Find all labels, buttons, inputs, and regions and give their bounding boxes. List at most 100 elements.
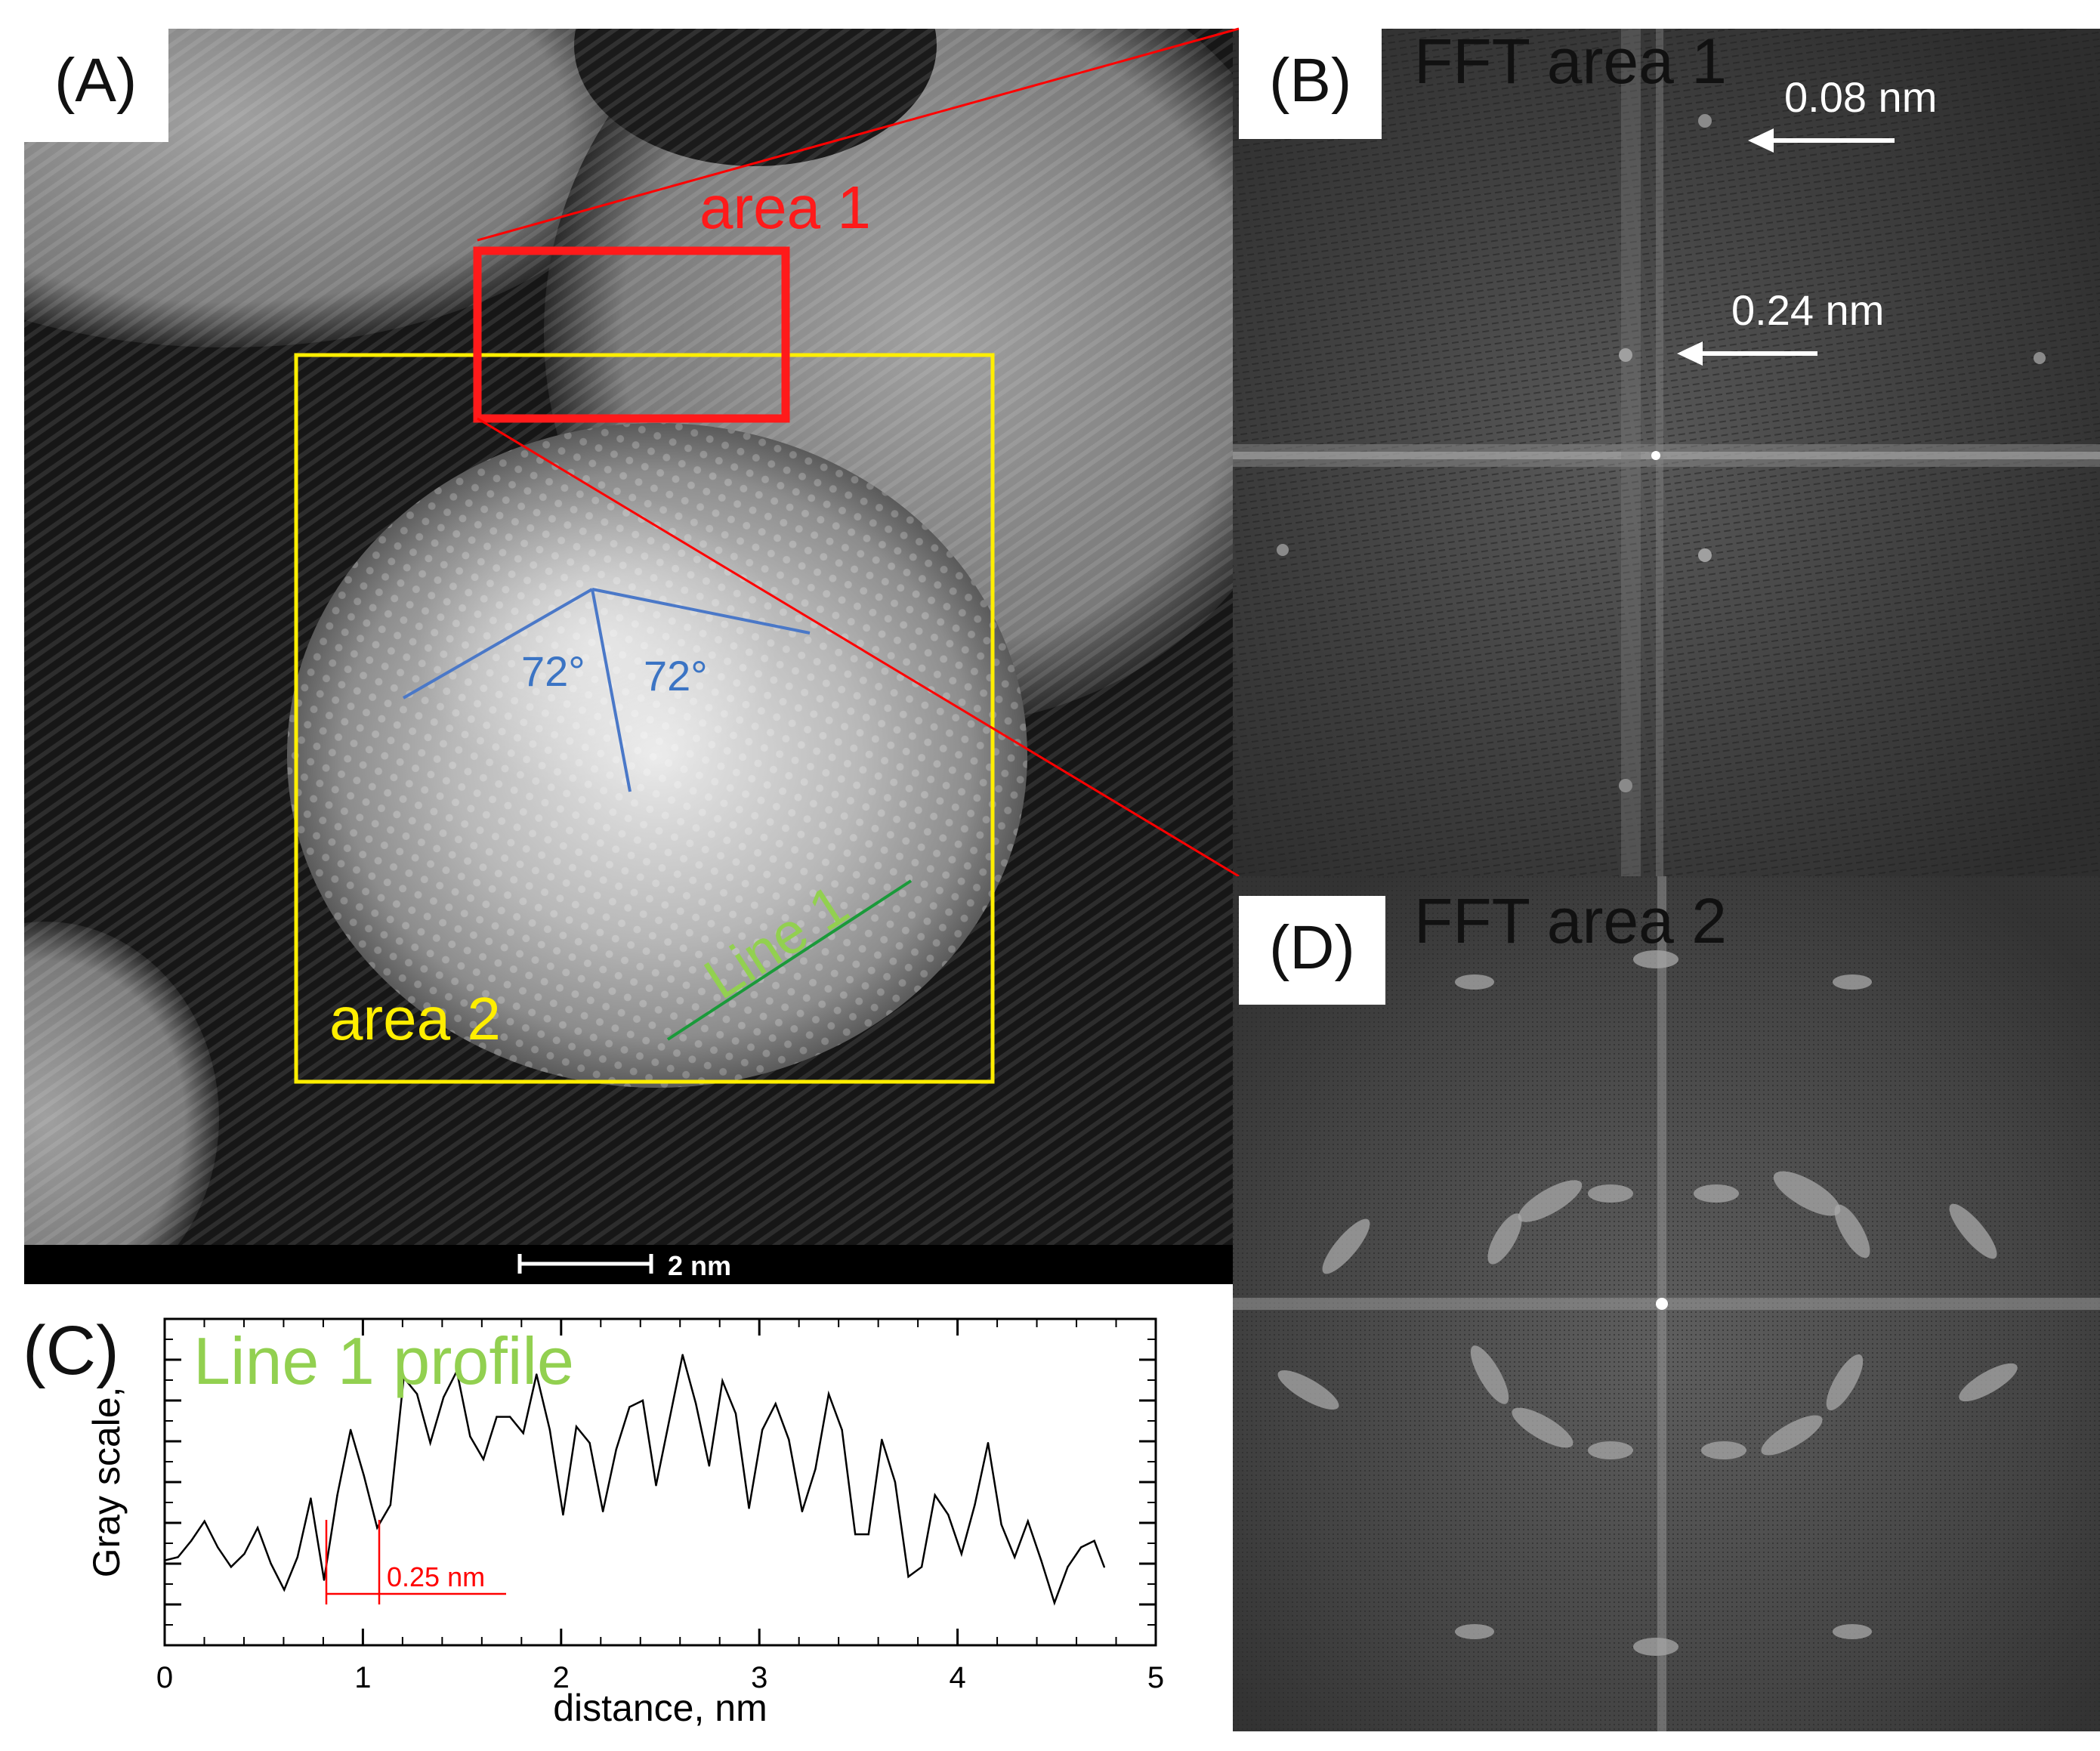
- profile-point: [867, 1533, 869, 1536]
- area-2-label: area 2: [329, 985, 501, 1052]
- profile-point: [947, 1514, 950, 1516]
- x-axis-label: distance, nm: [553, 1687, 767, 1729]
- angle-left-label: 72°: [521, 647, 585, 695]
- profile-point: [270, 1562, 272, 1565]
- profile-point: [163, 1559, 166, 1561]
- period-annotation-label: 0.25 nm: [387, 1561, 485, 1592]
- profile-point: [522, 1432, 524, 1434]
- profile-point: [203, 1520, 205, 1523]
- profile-point: [323, 1579, 326, 1581]
- period-annotation: [325, 1520, 506, 1604]
- x-tick-label: 4: [949, 1661, 965, 1694]
- profile-point: [854, 1533, 857, 1536]
- profile-point: [588, 1441, 591, 1444]
- profile-point: [403, 1376, 405, 1379]
- profile-point: [881, 1438, 883, 1441]
- profile-point: [562, 1514, 564, 1516]
- profile-point: [177, 1556, 179, 1558]
- y-axis-label: Gray scale,: [85, 1387, 128, 1578]
- profile-point: [1040, 1559, 1042, 1561]
- angle-right-label: 72°: [644, 652, 708, 699]
- profile-point: [788, 1438, 790, 1441]
- profile-point: [429, 1441, 431, 1444]
- line-1: [666, 879, 913, 1041]
- panel-c-letter: (C): [23, 1312, 119, 1389]
- profile-point: [256, 1527, 259, 1529]
- profile-point: [827, 1393, 830, 1395]
- panel-d-title: FFT area 2: [1414, 885, 1727, 956]
- profile-point: [1053, 1601, 1056, 1604]
- panel-d-image: FFT area 2: [1233, 876, 2100, 1731]
- area-1-label: area 1: [699, 174, 871, 241]
- profile-point: [974, 1504, 976, 1506]
- profile-point: [748, 1507, 750, 1509]
- profile-point: [296, 1556, 299, 1558]
- panel-a-image: 2 nm 72° 72° Line 1 area 1 area 2: [24, 29, 1233, 1284]
- arrow-0-08nm: [1748, 128, 1895, 153]
- x-tick-label: 3: [751, 1661, 767, 1694]
- profile-point: [734, 1413, 737, 1415]
- profile-point: [721, 1379, 724, 1382]
- profile-point: [987, 1441, 990, 1444]
- scale-bar-label: 2 nm: [668, 1250, 731, 1281]
- profile-point: [469, 1435, 471, 1438]
- profile-point: [536, 1373, 538, 1376]
- profile-point: [456, 1370, 458, 1373]
- profile-point: [376, 1527, 378, 1529]
- panel-a-letter: (A): [24, 29, 169, 142]
- profile-point: [1093, 1539, 1095, 1542]
- profile-point: [1067, 1566, 1069, 1568]
- x-tick-label: 1: [354, 1661, 371, 1694]
- profile-point: [934, 1494, 936, 1496]
- panel-d-letter: (D): [1239, 896, 1385, 1005]
- profile-point: [814, 1468, 817, 1470]
- arrow-1-label: 0.08 nm: [1784, 73, 1937, 121]
- profile-line: [164, 1354, 1105, 1606]
- profile-point: [363, 1475, 365, 1477]
- profile-point: [601, 1510, 604, 1513]
- profile-point: [243, 1552, 246, 1555]
- arrow-2-label: 0.24 nm: [1731, 286, 1884, 334]
- profile-point: [283, 1589, 286, 1591]
- profile-point: [641, 1399, 644, 1402]
- profile-point: [920, 1566, 923, 1568]
- profile-point: [615, 1448, 617, 1450]
- panel-b-letter: (B): [1239, 29, 1382, 139]
- profile-point: [508, 1416, 511, 1418]
- profile-point: [907, 1576, 909, 1578]
- profile-point: [655, 1484, 657, 1487]
- profile-point: [761, 1428, 764, 1431]
- profile-point: [708, 1465, 711, 1467]
- profile-point: [389, 1504, 392, 1506]
- profile-point: [1013, 1556, 1016, 1558]
- profile-point: [801, 1510, 804, 1513]
- chart-title: Line 1 profile: [193, 1323, 574, 1398]
- profile-point: [681, 1354, 684, 1356]
- line-profile-chart: 0 1 2 3 4 5 0.25 nm Line 1 profile distance, …: [85, 1317, 1164, 1729]
- profile-point: [442, 1396, 445, 1398]
- profile-point: [349, 1428, 352, 1431]
- profile-point: [230, 1566, 233, 1568]
- profile-point: [415, 1393, 418, 1395]
- panel-b-title: FFT area 1: [1414, 26, 1727, 97]
- profile-point: [841, 1428, 843, 1431]
- profile-point: [774, 1403, 777, 1405]
- profile-point: [1079, 1546, 1082, 1549]
- arrow-0-24nm: [1677, 341, 1817, 366]
- profile-point: [1027, 1520, 1029, 1523]
- profile-point: [1000, 1523, 1002, 1526]
- profile-point: [575, 1425, 578, 1428]
- panel-b-image: 0.08 nm 0.24 nm FFT area 1: [1233, 26, 2100, 876]
- profile-point: [482, 1458, 485, 1460]
- profile-point: [190, 1539, 193, 1542]
- profile-point: [1103, 1566, 1105, 1568]
- profile-point: [217, 1546, 219, 1549]
- profile-point: [496, 1416, 498, 1418]
- x-tick-label: 5: [1147, 1661, 1164, 1694]
- profile-point: [548, 1428, 551, 1431]
- profile-point: [668, 1419, 671, 1422]
- profile-point: [336, 1494, 338, 1496]
- x-tick-label: 2: [553, 1661, 570, 1694]
- x-tick-label: 0: [156, 1661, 173, 1694]
- profile-point: [310, 1497, 312, 1499]
